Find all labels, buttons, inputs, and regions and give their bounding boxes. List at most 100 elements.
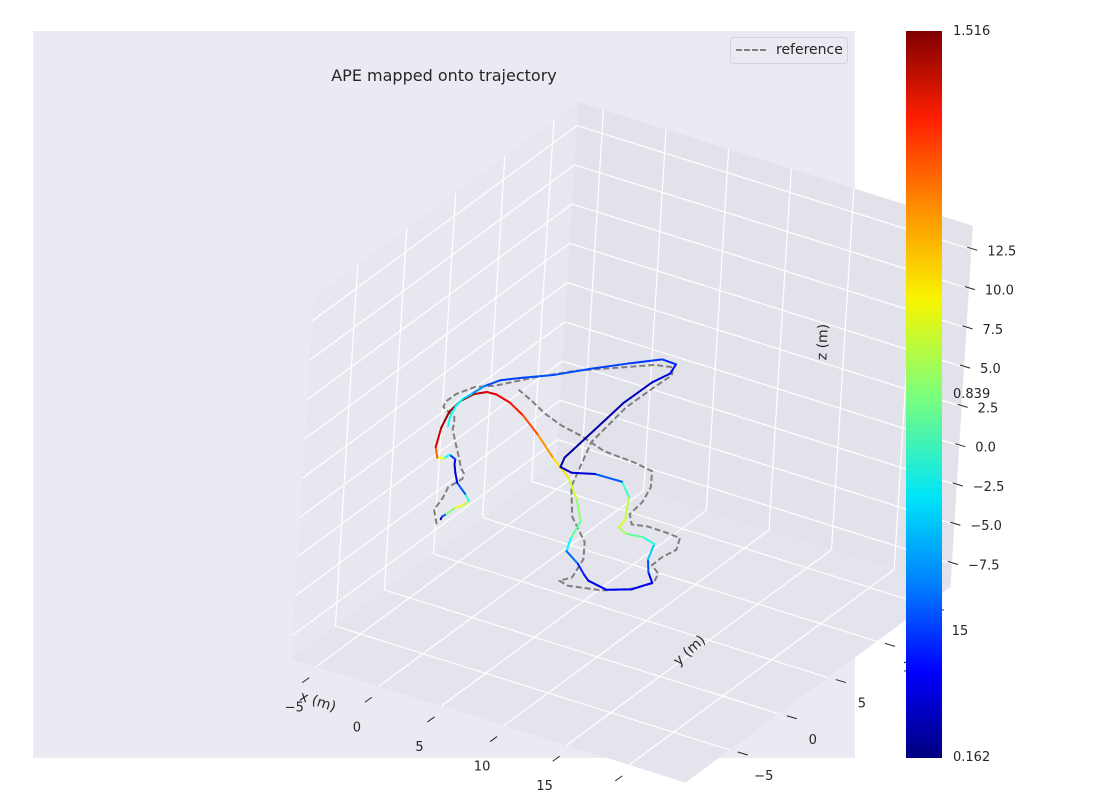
y-tick-label: −5 — [754, 769, 773, 784]
series-estimate-segment — [650, 372, 672, 384]
series-estimate-segment — [647, 571, 654, 584]
z-tick — [950, 521, 961, 526]
series-estimate-segment — [463, 499, 470, 506]
y-tick — [884, 642, 896, 647]
series-estimate-segment — [661, 358, 678, 366]
series-estimate-segment — [448, 405, 457, 419]
colorbar-mid-label: 0.839 — [953, 387, 991, 402]
series-estimate-segment — [454, 503, 466, 509]
series-estimate-segment — [522, 414, 540, 437]
z-axis-label: z (m) — [814, 324, 831, 361]
z-tick — [967, 246, 978, 251]
z-tick-label: −7.5 — [968, 559, 1000, 574]
z-tick-label: 12.5 — [987, 244, 1016, 259]
series-estimate-segment — [486, 391, 498, 396]
gridline-z — [564, 321, 960, 447]
series-estimate-segment — [646, 543, 656, 561]
series-estimate-segment — [565, 537, 572, 553]
y-tick — [786, 715, 797, 720]
x-tick — [489, 736, 498, 742]
x-tick — [427, 716, 435, 723]
z-tick-label: 2.5 — [978, 401, 999, 416]
series-estimate-segment — [483, 379, 502, 388]
series-estimate-segment — [456, 481, 467, 495]
series-estimate-segment — [447, 416, 451, 428]
axis-ticks: −505101520−5051015−7.5−5.0−2.50.02.55.07… — [285, 244, 1017, 793]
legend: reference — [730, 37, 848, 64]
series-estimate-segment — [448, 453, 457, 461]
series-estimate-segment — [620, 480, 630, 498]
legend-reference-swatch — [736, 49, 766, 51]
gridline-z — [559, 399, 955, 525]
series-estimate-segment — [472, 391, 489, 396]
x-tick-label: 10 — [474, 760, 491, 775]
y-tick-label: 15 — [952, 624, 969, 639]
gridlines — [292, 109, 972, 766]
z-tick-label: 7.5 — [982, 323, 1003, 338]
x-tick-label: 15 — [536, 779, 553, 793]
x-tick-label: 0 — [353, 720, 361, 735]
series-estimate-segment — [577, 562, 586, 577]
series-estimate-segment — [434, 426, 443, 448]
series-estimate-segment — [461, 392, 473, 400]
gridline-y — [335, 625, 730, 751]
series-estimate-segment — [569, 520, 582, 540]
series-estimate-segment — [522, 374, 555, 379]
gridline-z — [562, 360, 957, 486]
series-estimate-segment — [454, 397, 464, 408]
series-estimate-segment — [570, 471, 597, 476]
series-estimate-segment — [434, 445, 439, 459]
series-estimate-segment — [593, 402, 625, 431]
series-estimate-segment — [627, 358, 664, 365]
gridline-z — [292, 439, 558, 636]
gridline-z — [576, 124, 972, 250]
series-estimate-segment — [563, 428, 596, 459]
series-estimate-segment — [552, 367, 591, 377]
gridline-z — [294, 399, 561, 597]
gridline-z — [306, 203, 573, 401]
series-estimate-segment — [624, 532, 644, 539]
series-layer — [433, 358, 681, 592]
colorbar — [906, 31, 942, 758]
series-estimate-segment — [440, 410, 451, 429]
series-estimate-segment — [567, 477, 578, 501]
gridline-y — [482, 517, 878, 642]
series-estimate-segment — [454, 471, 459, 484]
series-estimate-segment — [641, 536, 656, 546]
y-tick-label: 0 — [809, 733, 817, 748]
z-tick-label: −5.0 — [970, 519, 1002, 534]
series-estimate-segment — [583, 574, 590, 582]
x-tick-label: −5 — [285, 701, 304, 716]
z-tick — [957, 403, 968, 408]
gridline-z — [571, 203, 967, 329]
series-estimate-segment — [499, 376, 525, 382]
z-tick — [964, 286, 976, 291]
x-tick — [552, 755, 560, 762]
series-estimate-segment — [508, 401, 525, 417]
z-tick — [959, 364, 971, 369]
series-estimate-segment — [588, 362, 630, 370]
gridline-z — [309, 164, 575, 361]
chart-title: APE mapped onto trajectory — [331, 66, 557, 85]
series-estimate-segment — [618, 526, 627, 535]
series-estimate-segment — [445, 506, 457, 516]
gridline-z — [311, 125, 578, 322]
x-tick — [301, 677, 310, 684]
x-tick — [614, 775, 623, 782]
z-tick-label: 0.0 — [975, 441, 996, 456]
series-estimate-segment — [464, 492, 470, 502]
series-estimate-segment — [669, 363, 678, 375]
gridline-z — [299, 321, 566, 518]
series-reference-line — [433, 363, 681, 592]
gridline-z — [557, 439, 953, 565]
gridline-z — [304, 242, 571, 440]
gridline-z — [574, 164, 970, 290]
z-tick-label: −2.5 — [973, 480, 1005, 495]
series-estimate-segment — [537, 434, 555, 460]
colorbar-max-label: 1.516 — [953, 24, 991, 39]
gridline-z — [567, 282, 962, 407]
y-tick — [737, 751, 748, 756]
z-tick — [952, 482, 963, 487]
series-estimate-segment — [442, 453, 451, 460]
